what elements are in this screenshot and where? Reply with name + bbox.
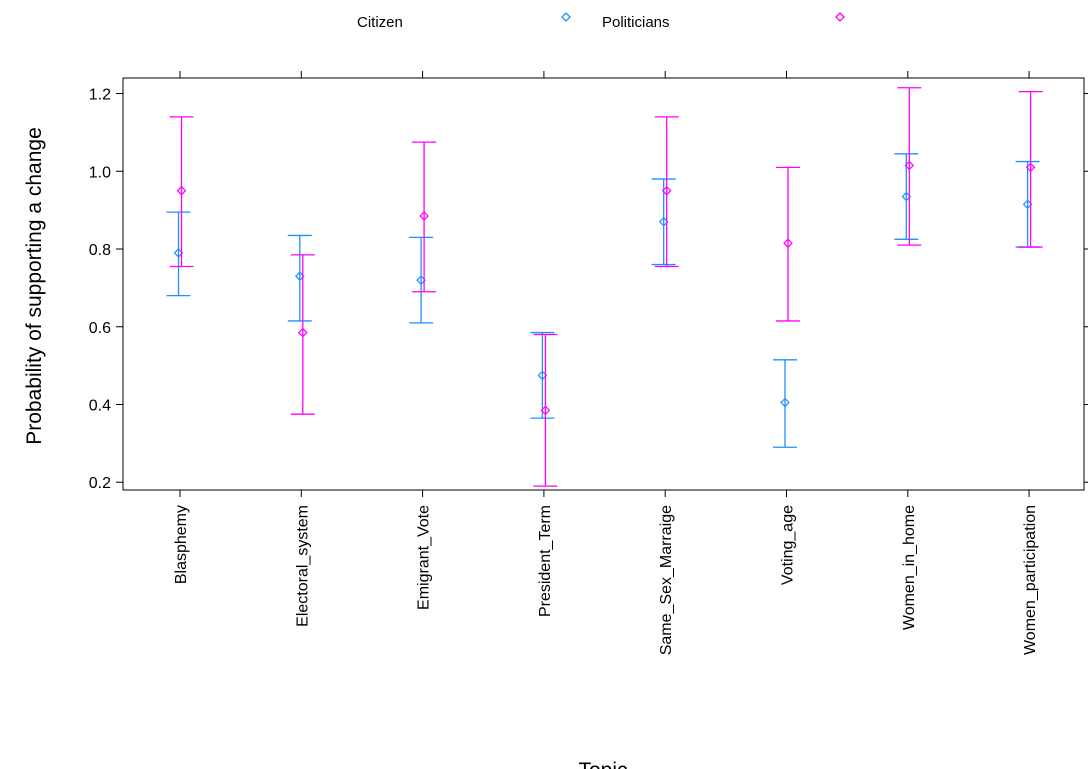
x-axis-title: Topic [578, 759, 627, 769]
y-tick-label: 1.2 [89, 87, 111, 104]
x-tick-label: Electoral_system [294, 505, 311, 627]
legend: Citizen Politicians [357, 12, 845, 31]
x-tick-label: Women_participation [1022, 505, 1039, 655]
x-tick-label: Women_in_home [901, 505, 918, 630]
data-point [661, 185, 672, 196]
series-layer [166, 87, 1043, 487]
series-politicians [169, 87, 1043, 487]
data-point [540, 405, 551, 416]
y-tick-label: 0.4 [89, 397, 111, 414]
y-tick-label: 0.6 [89, 320, 111, 337]
legend-label-politicians: Politicians [602, 14, 670, 31]
axes: 0.2 0.4 0.6 0.8 1.0 1.2 Blasphemy Electoral_sys… [89, 71, 1088, 655]
data-point [904, 160, 915, 171]
data-point [419, 211, 429, 221]
data-point [297, 327, 308, 338]
x-tick-label: Blasphemy [173, 505, 190, 584]
legend-label-citizen: Citizen [357, 14, 403, 31]
legend-marker-politicians [835, 12, 845, 22]
data-point [783, 238, 793, 249]
series-citizen [166, 153, 1040, 448]
data-point [780, 397, 790, 408]
y-tick-label: 1.0 [89, 164, 111, 181]
plot-frame [122, 77, 1085, 491]
x-tick-label: Voting_age [780, 505, 797, 585]
data-point [1025, 162, 1036, 173]
x-tick-label: President_Term [537, 505, 554, 617]
legend-marker-citizen [561, 12, 571, 22]
y-tick-label: 0.8 [89, 242, 111, 259]
x-tick-label: Same_Sex_Marraige [658, 505, 675, 655]
y-tick-label: 0.2 [89, 475, 111, 492]
data-point [176, 185, 187, 196]
y-axis-title: Probability of supporting a change [23, 127, 46, 445]
x-tick-label: Emigrant_Vote [416, 505, 433, 610]
